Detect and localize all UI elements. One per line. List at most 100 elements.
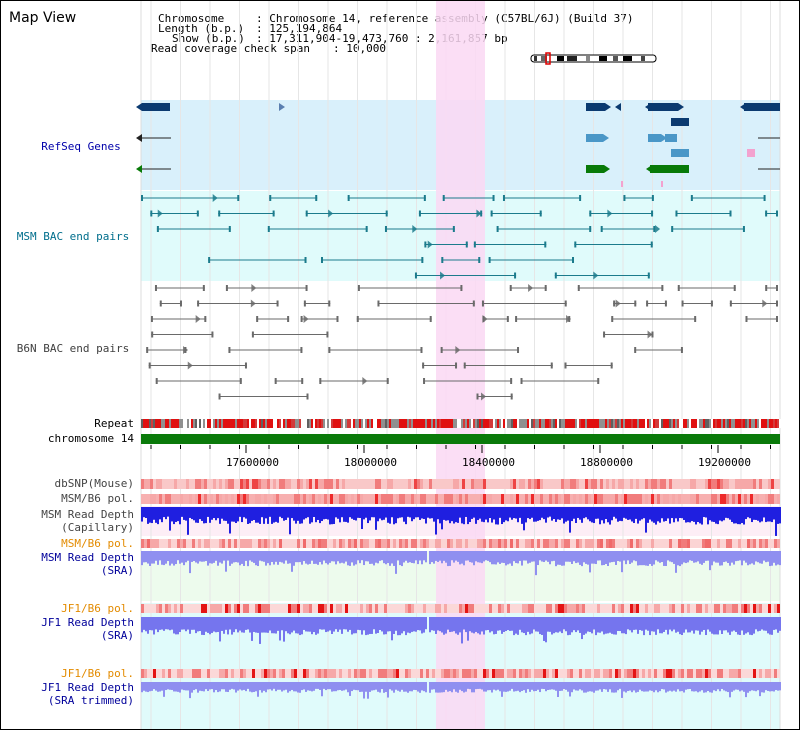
msm-capillary-depth-bar [525, 507, 527, 523]
msm-pol-density [513, 494, 516, 504]
jf1-sra-depth-bar [601, 617, 603, 632]
msm-sra-depth-bar [547, 551, 549, 562]
msm-capillary-depth-bar [441, 507, 443, 530]
jf1-trim-depth-bar [431, 682, 433, 690]
repeat-block [523, 419, 525, 428]
jf1-sra-depth-bar [645, 617, 647, 630]
jf1-sra-depth-bar [629, 617, 631, 631]
msm-capillary-depth-bar [773, 507, 775, 520]
jf1-trim-depth-bar [705, 682, 707, 693]
msm-pol-density [585, 494, 588, 504]
msm-pol2-density [288, 539, 291, 548]
jf1-trim-depth-bar [213, 682, 215, 693]
jf1-sra-depth-bar [749, 617, 751, 635]
msm-sra-depth-bar [625, 551, 627, 565]
jf1-sra-depth-bar [491, 617, 493, 632]
jf1-sra-depth-bar [235, 617, 237, 630]
msm-sra-depth-bar [407, 551, 409, 563]
bac-end-marker [267, 226, 270, 232]
msm-capillary-depth-bar [623, 507, 625, 518]
jf1-pol-density [222, 604, 225, 613]
msm-sra-depth-bar [483, 551, 485, 562]
jf1-pol2-density [306, 669, 309, 678]
jf1-pol2-density [435, 669, 438, 678]
msm-pol-density [315, 494, 318, 504]
msm-pol-density [732, 494, 735, 504]
bac-end-marker [661, 285, 664, 291]
msm-capillary-depth-bar [695, 507, 697, 525]
jf1-pol-density [330, 604, 333, 613]
msm-pol2-density [654, 539, 657, 548]
msm-pol2-density [465, 539, 468, 548]
gene-feature[interactable] [586, 103, 605, 111]
msm-pol-density [756, 494, 759, 504]
msm-sra-depth-bar [147, 551, 149, 564]
jf1-pol-density [441, 604, 444, 613]
jf1-trim-depth-bar [473, 682, 475, 693]
jf1-pol-density [558, 604, 561, 613]
jf1-trim-depth-bar [429, 682, 431, 693]
msm-pol-density [249, 494, 252, 504]
msm-sra-depth-bar [261, 551, 263, 562]
jf1-pol2-density [609, 669, 612, 678]
jf1-sra-depth-bar [575, 617, 577, 633]
repeat-block [459, 419, 461, 428]
gene-feature[interactable] [586, 134, 603, 142]
msm-sra-depth-bar [347, 551, 349, 566]
jf1-trim-depth-bar [747, 682, 749, 693]
bac-end-marker [256, 316, 259, 322]
dbsnp-density [597, 479, 600, 489]
msm-sra-depth-bar [587, 551, 589, 565]
jf1-trim-depth-bar [733, 682, 735, 691]
chromosome-bar[interactable] [141, 434, 780, 444]
jf1-trim-depth-bar [479, 682, 481, 689]
msm-pol2-density [561, 539, 564, 548]
msm-capillary-depth-bar [609, 507, 611, 525]
msm-capillary-depth-bar [263, 507, 265, 524]
msm-pol2-density [234, 539, 237, 548]
jf1-sra-depth-bar [251, 617, 253, 641]
repeat-block [377, 419, 379, 428]
jf1-pol-density [306, 604, 309, 613]
msm-pol-density [693, 494, 696, 504]
jf1-pol-density [402, 604, 405, 613]
gene-feature[interactable] [671, 149, 689, 157]
msm-capillary-depth-bar [607, 507, 609, 523]
gene-feature[interactable] [648, 103, 678, 111]
msm-sra-depth-bar [491, 551, 493, 565]
jf1-pol2-density [777, 669, 780, 678]
msm-pol-density [666, 494, 669, 504]
dbsnp-density [318, 479, 321, 489]
repeat-block [463, 419, 465, 428]
msm-sra-depth-bar [161, 551, 163, 565]
jf1-sra-depth-bar [161, 617, 163, 630]
msm-pol2-density [186, 539, 189, 548]
jf1-sra-depth-bar [627, 617, 629, 630]
msm-sra-depth-bar [385, 551, 387, 565]
msm-capillary-depth-bar [329, 507, 331, 525]
jf1-sra-depth-bar [581, 617, 583, 640]
dbsnp-density [228, 479, 231, 489]
msm-pol-density [735, 494, 738, 504]
jf1-pol-density [147, 604, 150, 613]
msm-sra-depth-bar [289, 551, 291, 564]
jf1-sra-depth-bar [141, 617, 143, 633]
gene-feature[interactable] [586, 165, 604, 173]
jf1-sra-depth-bar [439, 617, 441, 632]
jf1-trim-depth-bar [465, 682, 467, 692]
msm-pol2-density [600, 539, 603, 548]
msm-sra-depth-bar [251, 551, 253, 562]
dbsnp-density [549, 479, 552, 489]
gene-feature[interactable] [650, 165, 689, 173]
gene-feature[interactable] [747, 149, 755, 157]
gene-feature[interactable] [744, 103, 780, 111]
gene-feature[interactable] [665, 134, 677, 142]
jf1-trim-depth-bar [469, 682, 471, 690]
gene-feature[interactable] [142, 103, 170, 111]
msm-capillary-depth-bar [471, 507, 473, 519]
gene-feature[interactable] [648, 134, 661, 142]
gene-feature[interactable] [671, 118, 689, 126]
msm-capillary-depth-bar [547, 507, 549, 518]
bac-end-marker [647, 272, 650, 279]
